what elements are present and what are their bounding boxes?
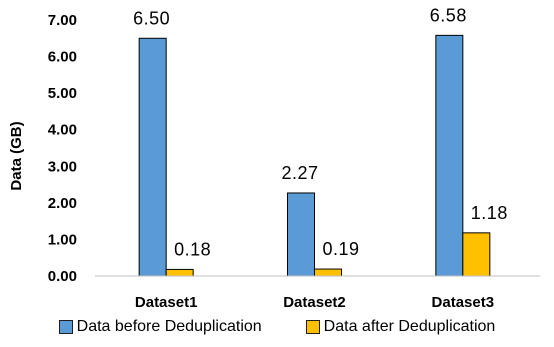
data-label: 6.50: [133, 8, 170, 28]
legend-swatch-after: [305, 320, 320, 334]
y-axis-label: Data (GB): [8, 121, 25, 190]
data-label: 0.19: [322, 239, 359, 259]
y-axis: 0.00 1.00 2.00 3.00 4.00 5.00 6.00 7.00: [48, 12, 77, 285]
bar-before-dataset1: [138, 37, 167, 277]
x-tick-label: Dataset2: [283, 294, 346, 311]
bar-before-dataset3: [435, 34, 464, 277]
bars: 6.50 0.18 2.27 0.19 6.58 1.18: [133, 5, 508, 277]
y-tick-label: 1.00: [48, 231, 77, 248]
data-label: 1.18: [471, 203, 508, 223]
x-tick-label: Dataset1: [135, 294, 198, 311]
x-tick-label: Dataset3: [432, 294, 495, 311]
data-label: 6.58: [430, 5, 467, 25]
legend-swatch-before: [58, 320, 73, 334]
legend-label-before: Data before Deduplication: [76, 318, 262, 335]
legend-item-after: Data after Deduplication: [305, 318, 496, 336]
bar-after-dataset3: [462, 232, 491, 277]
bar-after-dataset2: [314, 268, 342, 277]
bar-chart: 0.00 1.00 2.00 3.00 4.00 5.00 6.00 7.00 Data (G…: [8, 5, 540, 311]
legend: Data before Deduplication Data after Ded…: [0, 318, 554, 336]
y-tick-label: 7.00: [48, 12, 77, 29]
y-tick-label: 4.00: [48, 122, 77, 139]
legend-item-before: Data before Deduplication: [58, 318, 262, 336]
bar-before-dataset2: [287, 192, 315, 277]
x-axis: Dataset1 Dataset2 Dataset3: [135, 294, 494, 311]
y-tick-label: 2.00: [48, 195, 77, 212]
data-label: 2.27: [281, 163, 318, 183]
bar-after-dataset1: [165, 268, 194, 277]
y-tick-label: 6.00: [48, 49, 77, 66]
data-label: 0.18: [174, 239, 211, 259]
y-tick-label: 5.00: [48, 85, 77, 102]
y-tick-label: 3.00: [48, 158, 77, 175]
legend-label-after: Data after Deduplication: [323, 318, 496, 335]
y-tick-label: 0.00: [48, 268, 77, 285]
